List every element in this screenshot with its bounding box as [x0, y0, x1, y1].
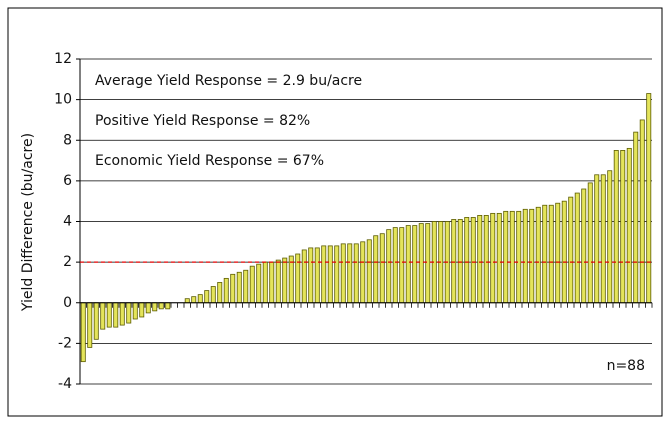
bar	[405, 225, 411, 304]
bar	[269, 261, 275, 304]
y-tick-label: 10	[54, 92, 72, 108]
bar	[379, 233, 385, 304]
bar	[334, 245, 340, 304]
bar	[360, 241, 366, 304]
bar	[347, 243, 353, 304]
annotation: Positive Yield Response = 82%	[95, 113, 310, 129]
bar	[626, 147, 632, 304]
bar	[516, 210, 522, 304]
bar	[386, 229, 392, 304]
bar	[353, 243, 359, 304]
bar	[373, 235, 379, 304]
bar	[295, 253, 301, 304]
bar	[470, 217, 476, 304]
bar	[314, 247, 320, 304]
bar	[217, 282, 223, 304]
bar	[509, 210, 515, 304]
bar	[236, 271, 242, 304]
bar	[165, 302, 171, 310]
bar	[243, 269, 249, 304]
annotation: n=88	[607, 358, 645, 374]
bar	[535, 206, 541, 304]
bar	[100, 302, 106, 330]
y-tick-label: 0	[63, 295, 72, 311]
bar	[262, 261, 268, 304]
bar	[308, 247, 314, 304]
bar	[80, 302, 86, 363]
bar	[451, 219, 457, 304]
bar	[282, 257, 288, 304]
bar	[639, 119, 645, 304]
bar	[139, 302, 145, 318]
annotation: Economic Yield Response = 67%	[95, 153, 324, 169]
bar	[425, 223, 431, 304]
bar	[568, 196, 574, 304]
bar	[321, 245, 327, 304]
bar	[210, 286, 216, 304]
bar	[184, 298, 190, 304]
y-tick-label: 12	[54, 51, 72, 67]
bar	[529, 208, 535, 304]
bar	[392, 227, 398, 304]
bar	[555, 202, 561, 304]
bar	[152, 302, 158, 312]
bar	[522, 208, 528, 304]
bar	[119, 302, 125, 326]
y-tick-label: 4	[63, 214, 72, 230]
bar	[197, 294, 203, 304]
bar	[613, 150, 619, 304]
bar	[87, 302, 93, 348]
y-tick-label: 6	[63, 173, 72, 189]
bar	[288, 255, 294, 304]
bar	[223, 277, 229, 304]
bar	[275, 259, 281, 304]
y-axis-label: Yield Difference (bu/acre)	[20, 133, 36, 312]
bar	[503, 210, 509, 304]
bar	[620, 150, 626, 304]
bar	[496, 212, 502, 304]
bar	[548, 204, 554, 304]
bar	[249, 265, 255, 304]
bar	[113, 302, 119, 328]
bar	[561, 200, 567, 304]
bar	[418, 223, 424, 304]
bar	[542, 204, 548, 304]
bar	[126, 302, 132, 324]
bar	[574, 192, 580, 304]
bar	[327, 245, 333, 304]
bar	[600, 174, 606, 304]
bar	[490, 212, 496, 304]
y-tick-label: 8	[63, 132, 72, 148]
bar	[581, 188, 587, 304]
bar	[145, 302, 151, 314]
bar	[256, 263, 262, 304]
bar	[646, 93, 652, 304]
bar	[412, 225, 418, 304]
bar	[340, 243, 346, 304]
bar	[483, 215, 489, 304]
annotation: Average Yield Response = 2.9 bu/acre	[95, 73, 362, 89]
bar	[399, 227, 405, 304]
bar	[594, 174, 600, 304]
bar	[587, 182, 593, 304]
bar	[366, 239, 372, 304]
bar	[204, 290, 210, 304]
bar	[230, 273, 236, 304]
bar	[106, 302, 112, 328]
y-tick-label: 2	[63, 254, 72, 270]
bar	[607, 170, 613, 304]
bar	[457, 219, 463, 304]
bar	[477, 215, 483, 304]
bar	[301, 249, 307, 304]
bar	[132, 302, 138, 320]
bar	[191, 296, 197, 304]
bar	[633, 131, 639, 304]
bar	[93, 302, 99, 340]
y-tick-label: -4	[58, 376, 72, 392]
y-tick-label: -2	[58, 335, 72, 351]
bar	[464, 217, 470, 304]
bar	[158, 302, 164, 310]
